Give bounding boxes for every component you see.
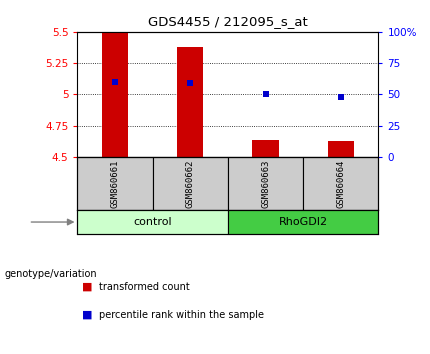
Bar bbox=[153, 157, 228, 210]
Text: percentile rank within the sample: percentile rank within the sample bbox=[99, 310, 264, 320]
Text: genotype/variation: genotype/variation bbox=[4, 269, 97, 279]
Text: transformed count: transformed count bbox=[99, 282, 190, 292]
Text: GSM860662: GSM860662 bbox=[186, 159, 195, 208]
Bar bbox=[77, 157, 153, 210]
Text: ■: ■ bbox=[82, 310, 92, 320]
Text: RhoGDI2: RhoGDI2 bbox=[279, 217, 328, 227]
Bar bbox=[328, 141, 354, 157]
Bar bbox=[228, 210, 378, 234]
Title: GDS4455 / 212095_s_at: GDS4455 / 212095_s_at bbox=[148, 15, 308, 28]
Text: control: control bbox=[133, 217, 172, 227]
Bar bbox=[102, 32, 128, 157]
Text: GSM860661: GSM860661 bbox=[111, 159, 120, 208]
Text: ■: ■ bbox=[82, 282, 92, 292]
Bar bbox=[252, 140, 279, 157]
Bar bbox=[177, 47, 203, 157]
Bar bbox=[77, 210, 228, 234]
Text: GSM860663: GSM860663 bbox=[261, 159, 270, 208]
Text: GSM860664: GSM860664 bbox=[336, 159, 345, 208]
Bar bbox=[303, 157, 378, 210]
Bar bbox=[228, 157, 303, 210]
